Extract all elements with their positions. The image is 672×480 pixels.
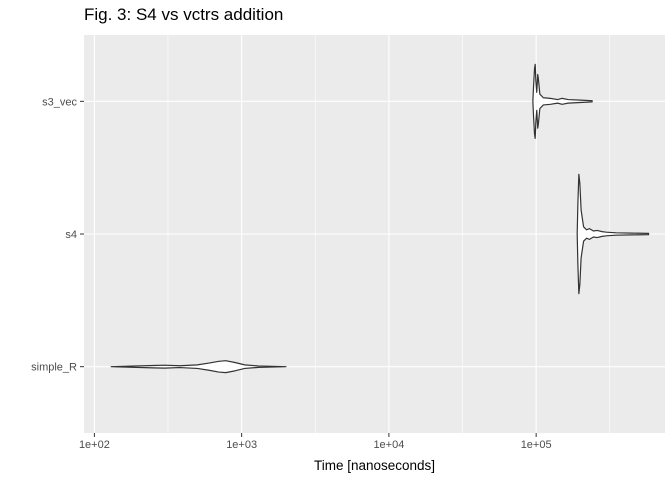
x-tick-label: 1e+05 bbox=[521, 439, 552, 451]
y-tick-label-simple_R: simple_R bbox=[31, 362, 77, 374]
violin-s3_vec bbox=[532, 63, 593, 139]
axis-layer: 1e+02 1e+03 1e+04 1e+05 s3_vec s4 simple_R bbox=[31, 96, 551, 451]
x-tick-label: 1e+02 bbox=[79, 439, 110, 451]
x-tick-label: 1e+04 bbox=[373, 439, 404, 451]
chart-title: Fig. 3: S4 vs vctrs addition bbox=[84, 5, 283, 24]
y-tick-label-s3_vec: s3_vec bbox=[42, 96, 77, 108]
violin-s4 bbox=[576, 173, 650, 295]
x-tick-label: 1e+03 bbox=[226, 439, 257, 451]
violin-simple_R bbox=[110, 360, 287, 374]
x-axis-title: Time [nanoseconds] bbox=[314, 458, 435, 473]
y-tick-label-s4: s4 bbox=[65, 229, 77, 241]
violin-layer bbox=[110, 63, 650, 374]
